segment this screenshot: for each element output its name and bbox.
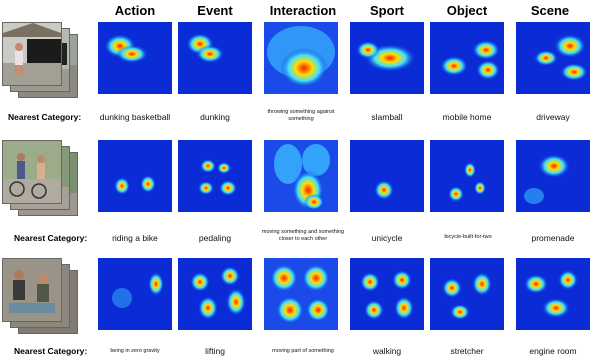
category-r2-sport: unicycle: [371, 233, 403, 243]
heatmap-r2-interaction: [264, 140, 338, 212]
header-scene: Scene: [530, 3, 570, 18]
category-r1-sport: slamball: [371, 112, 403, 122]
heatmap-r3-sport: [350, 258, 424, 330]
category-r2-object: bicycle-built-for-two: [444, 234, 492, 240]
row-label-1: Nearest Category:: [8, 112, 82, 122]
category-r1-scene: driveway: [536, 112, 570, 122]
heatmap-r3-interaction: [264, 258, 338, 330]
category-r1-object: mobile home: [442, 112, 492, 122]
video-thumbnail-stack-2: [2, 140, 82, 220]
heatmap-r2-object: [430, 140, 504, 212]
category-r2-action: riding a bike: [112, 233, 158, 243]
category-r3-interaction: moving part of something: [272, 348, 334, 354]
row-label-3: Nearest Category:: [14, 346, 88, 356]
category-r3-object: stretcher: [450, 346, 484, 356]
header-interaction: Interaction: [269, 3, 337, 18]
frame-front: [2, 22, 62, 86]
frame-front: [2, 258, 62, 322]
video-thumbnail-stack-1: [2, 22, 82, 102]
row-label-2: Nearest Category:: [14, 233, 88, 243]
category-r3-scene: engine room: [529, 346, 577, 356]
heatmap-r1-event: [178, 22, 252, 94]
category-r3-action: being in zero gravity: [110, 348, 160, 354]
frame-front: [2, 140, 62, 204]
heatmap-r3-event: [178, 258, 252, 330]
header-action: Action: [114, 3, 156, 18]
heatmap-r1-object: [430, 22, 504, 94]
header-sport: Sport: [370, 3, 404, 18]
category-r2-event: pedaling: [198, 233, 232, 243]
category-r3-event: lifting: [205, 346, 225, 356]
heatmap-r2-sport: [350, 140, 424, 212]
category-r1-event: dunking: [200, 112, 230, 122]
category-r1-action: dunking basketball: [99, 112, 171, 122]
heatmap-r2-event: [178, 140, 252, 212]
header-event: Event: [197, 3, 233, 18]
heatmap-r2-action: [98, 140, 172, 212]
header-object: Object: [446, 3, 488, 18]
heatmap-r3-scene: [516, 258, 590, 330]
heatmap-r1-scene: [516, 22, 590, 94]
category-r2-scene: promenade: [531, 233, 575, 243]
heatmap-r1-action: [98, 22, 172, 94]
heatmap-r3-object: [430, 258, 504, 330]
heatmap-r1-interaction: [264, 22, 338, 94]
heatmap-r1-sport: [350, 22, 424, 94]
category-r3-sport: walking: [372, 346, 402, 356]
heatmap-r3-action: [98, 258, 172, 330]
heatmap-r2-scene: [516, 140, 590, 212]
category-r2-interaction: moving something and something closer to…: [261, 229, 345, 242]
video-thumbnail-stack-3: [2, 258, 82, 338]
category-r1-interaction: throwing something against something: [267, 109, 335, 122]
